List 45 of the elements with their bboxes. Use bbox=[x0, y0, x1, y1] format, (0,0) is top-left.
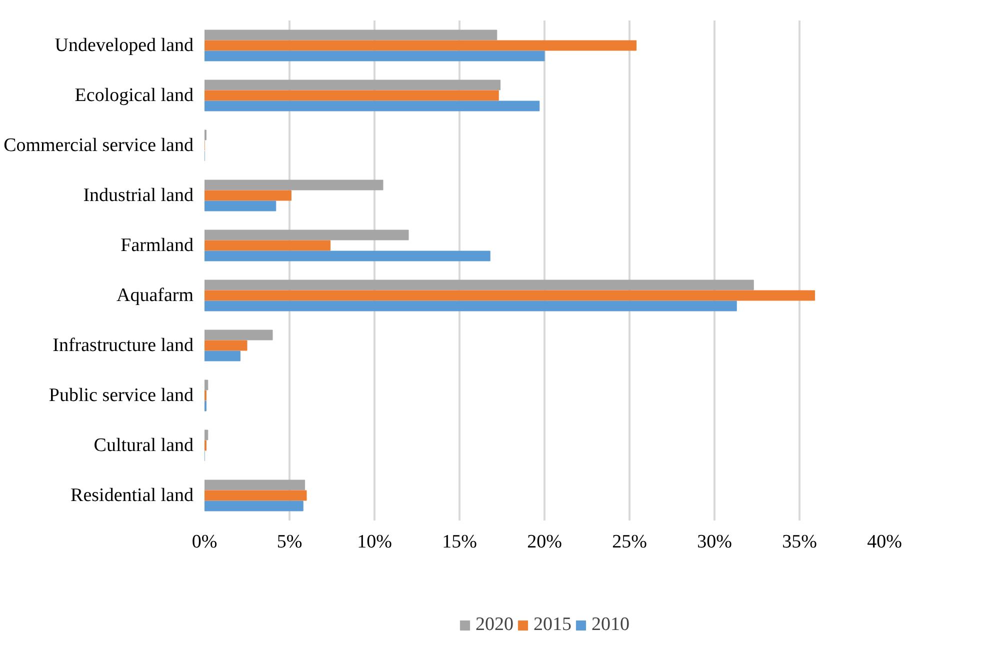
x-tick-label: 0% bbox=[192, 532, 218, 552]
bar bbox=[204, 80, 501, 90]
bar bbox=[204, 350, 240, 362]
x-tick-label: 25% bbox=[612, 532, 648, 552]
y-tick-label: Ecological land bbox=[74, 85, 194, 106]
bar bbox=[204, 30, 498, 40]
bar bbox=[204, 490, 307, 501]
bar bbox=[204, 200, 276, 212]
y-tick-label: Residential land bbox=[70, 485, 194, 506]
y-tick-label: Public service land bbox=[48, 385, 194, 406]
legend-label: 2015 bbox=[534, 614, 572, 636]
bar bbox=[204, 90, 499, 101]
bar bbox=[204, 40, 637, 51]
y-tick-label: Commercial service land bbox=[4, 135, 194, 156]
bar bbox=[204, 380, 208, 390]
bar bbox=[204, 280, 754, 290]
legend-label: 2010 bbox=[592, 614, 630, 636]
x-tick-label: 15% bbox=[442, 532, 478, 552]
y-tick-label: Farmland bbox=[120, 235, 194, 256]
legend-label: 2020 bbox=[476, 614, 514, 636]
bar bbox=[204, 100, 540, 112]
bar bbox=[204, 180, 384, 190]
bar bbox=[204, 300, 737, 312]
bar bbox=[204, 500, 304, 512]
y-tick-label: Aquafarm bbox=[116, 285, 194, 306]
y-tick-label: Infrastructure land bbox=[52, 335, 194, 356]
bar bbox=[204, 240, 331, 251]
bar bbox=[204, 340, 248, 351]
bar bbox=[204, 250, 490, 262]
bar bbox=[204, 430, 208, 440]
x-tick-label: 10% bbox=[357, 532, 392, 552]
x-tick-label: 35% bbox=[782, 532, 818, 552]
bar bbox=[204, 480, 306, 490]
y-tick-label: Undeveloped land bbox=[54, 35, 194, 56]
x-tick-label: 5% bbox=[276, 532, 302, 552]
x-tick-label: 40% bbox=[867, 532, 902, 552]
y-tick-label: Industrial land bbox=[83, 185, 194, 206]
bar bbox=[204, 330, 273, 340]
x-tick-label: 20% bbox=[527, 532, 562, 552]
bar bbox=[204, 50, 545, 62]
y-tick-label: Cultural land bbox=[94, 435, 194, 456]
bar bbox=[204, 190, 292, 201]
bar bbox=[204, 230, 409, 240]
bar bbox=[204, 290, 816, 301]
x-tick-label: 30% bbox=[697, 532, 732, 552]
